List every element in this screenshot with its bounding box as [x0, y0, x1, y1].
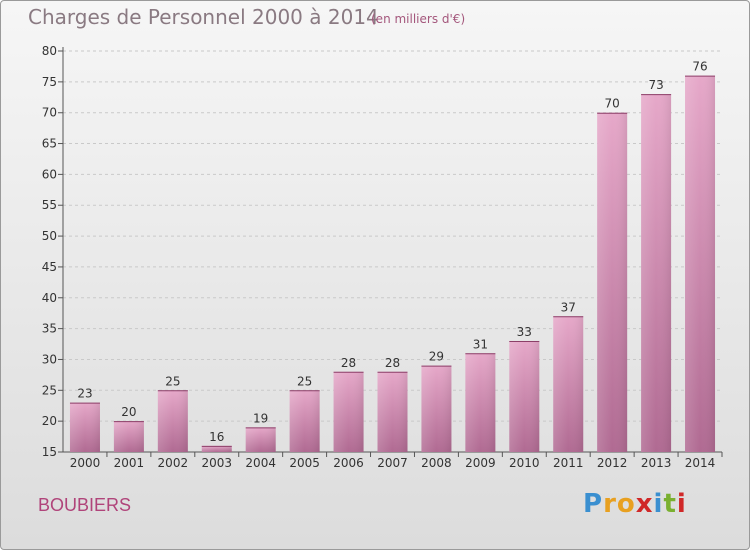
bar-shade — [553, 316, 584, 452]
x-tick-label: 2011 — [553, 456, 584, 470]
y-tick-label: 15 — [42, 445, 57, 459]
bar-shade — [69, 402, 100, 452]
data-label: 33 — [517, 325, 532, 339]
logo-letter: t — [663, 489, 677, 519]
y-tick-label: 40 — [42, 291, 57, 305]
logo-letter: o — [616, 489, 636, 519]
logo-letter: P — [583, 489, 604, 519]
data-label: 76 — [692, 60, 707, 74]
bar-shade — [157, 390, 188, 452]
data-label: 28 — [341, 356, 356, 370]
y-tick-label: 45 — [42, 260, 57, 274]
data-label: 16 — [209, 430, 224, 444]
data-label: 70 — [605, 97, 620, 111]
y-tick-label: 70 — [42, 106, 57, 120]
x-tick-label: 2005 — [289, 456, 320, 470]
commune-name: BOUBIERS — [38, 495, 132, 515]
data-label: 29 — [429, 350, 444, 364]
y-tick-label: 75 — [42, 75, 57, 89]
bar-shade — [597, 112, 628, 452]
x-tick-label: 2003 — [201, 456, 232, 470]
data-label: 25 — [297, 374, 312, 388]
bar-shade — [333, 371, 364, 452]
chart-subtitle: (en milliers d'€) — [371, 12, 466, 26]
data-label: 31 — [473, 337, 488, 351]
logo-letter: r — [603, 489, 617, 519]
bars — [69, 75, 716, 452]
bar-shade — [377, 371, 408, 452]
x-tick-label: 2008 — [421, 456, 452, 470]
y-tick-label: 50 — [42, 229, 57, 243]
bar-shade — [289, 390, 320, 452]
data-label: 23 — [77, 387, 92, 401]
y-tick-label: 20 — [42, 414, 57, 428]
x-tick-label: 2014 — [685, 456, 716, 470]
x-tick-label: 2010 — [509, 456, 540, 470]
proxiti-logo: Proxiti — [583, 489, 687, 519]
bar-shade — [113, 421, 144, 452]
x-tick-label: 2009 — [465, 456, 496, 470]
x-tick-label: 2004 — [245, 456, 276, 470]
y-tick-label: 65 — [42, 137, 57, 151]
x-tick-label: 2007 — [377, 456, 408, 470]
logo-letter: i — [676, 489, 687, 519]
x-tick-label: 2013 — [641, 456, 672, 470]
y-tick-label: 35 — [42, 322, 57, 336]
y-tick-label: 60 — [42, 167, 57, 181]
logo-letter: x — [635, 489, 654, 519]
y-tick-label: 25 — [42, 383, 57, 397]
bar-shade — [509, 340, 540, 452]
bar-shade — [641, 94, 672, 452]
y-tick-label: 80 — [42, 44, 57, 58]
x-tick-label: 2000 — [70, 456, 101, 470]
bar-shade — [685, 75, 716, 452]
data-label: 37 — [561, 300, 576, 314]
x-tick-label: 2001 — [114, 456, 145, 470]
bar-shade — [465, 353, 496, 452]
x-tick-label: 2002 — [158, 456, 189, 470]
labels: 23 2000 20 2001 25 2002 16 2003 19 2004 25 2005 28 20… — [70, 60, 716, 470]
x-tick-label: 2012 — [597, 456, 628, 470]
y-tick-label: 30 — [42, 352, 57, 366]
data-label: 20 — [121, 405, 136, 419]
data-label: 28 — [385, 356, 400, 370]
bar-shade — [245, 427, 276, 452]
data-label: 25 — [165, 374, 180, 388]
data-label: 19 — [253, 411, 268, 425]
logo-letter: i — [653, 489, 664, 519]
data-label: 73 — [648, 78, 663, 92]
bar-shade — [201, 445, 232, 452]
chart-title: Charges de Personnel 2000 à 2014 — [28, 5, 379, 29]
bar-shade — [421, 365, 452, 452]
y-tick-label: 55 — [42, 198, 57, 212]
x-tick-label: 2006 — [333, 456, 364, 470]
